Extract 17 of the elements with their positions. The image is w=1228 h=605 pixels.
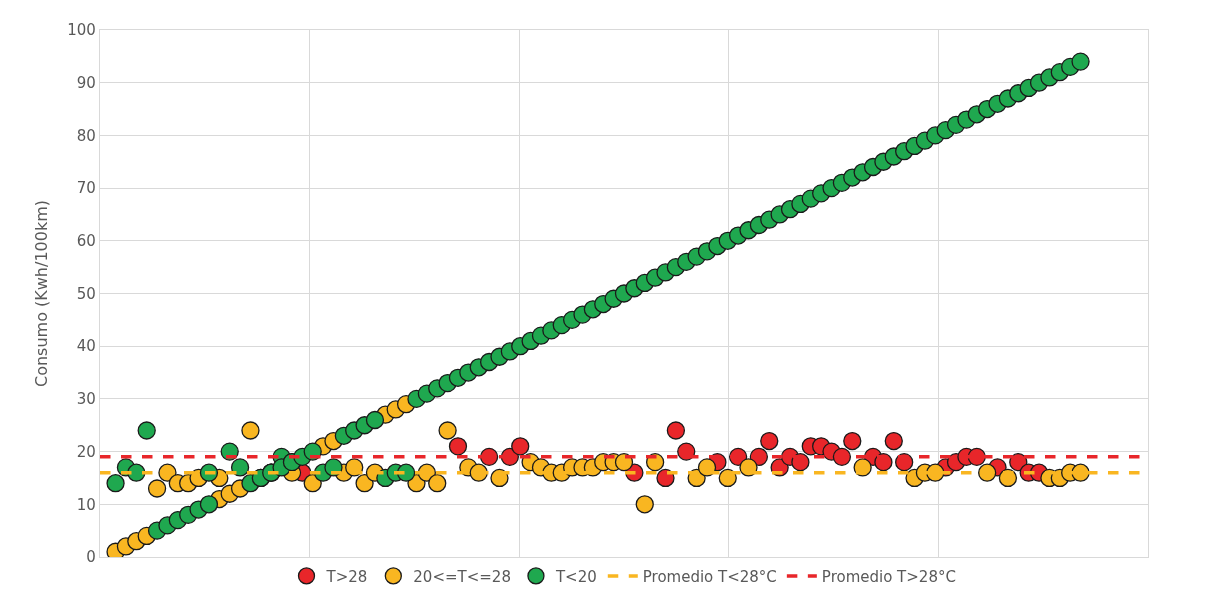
- y-tick-label: 10: [76, 495, 96, 514]
- legend-label: Promedio T>28°C: [821, 567, 956, 586]
- y-tick-label: 30: [76, 390, 96, 409]
- y-tick-label: 70: [76, 179, 96, 198]
- y-axis-title: Consumo (Kwh/100km): [32, 199, 52, 388]
- legend-label: T<20: [554, 567, 597, 586]
- legend-label: 20<=T<=28: [413, 567, 511, 586]
- y-tick-label: 0: [86, 548, 96, 567]
- y-tick-label: 60: [76, 232, 96, 251]
- y-tick-label: 50: [76, 284, 96, 303]
- y-tick-label: 20: [76, 442, 96, 461]
- y-tick-label: 80: [76, 126, 96, 145]
- y-tick-label: 100: [67, 21, 96, 40]
- legend-label: Promedio T<28°C: [642, 567, 777, 586]
- y-tick-label: 90: [76, 73, 96, 92]
- legend-label: T>28: [325, 567, 368, 586]
- y-tick-label: 40: [76, 337, 96, 356]
